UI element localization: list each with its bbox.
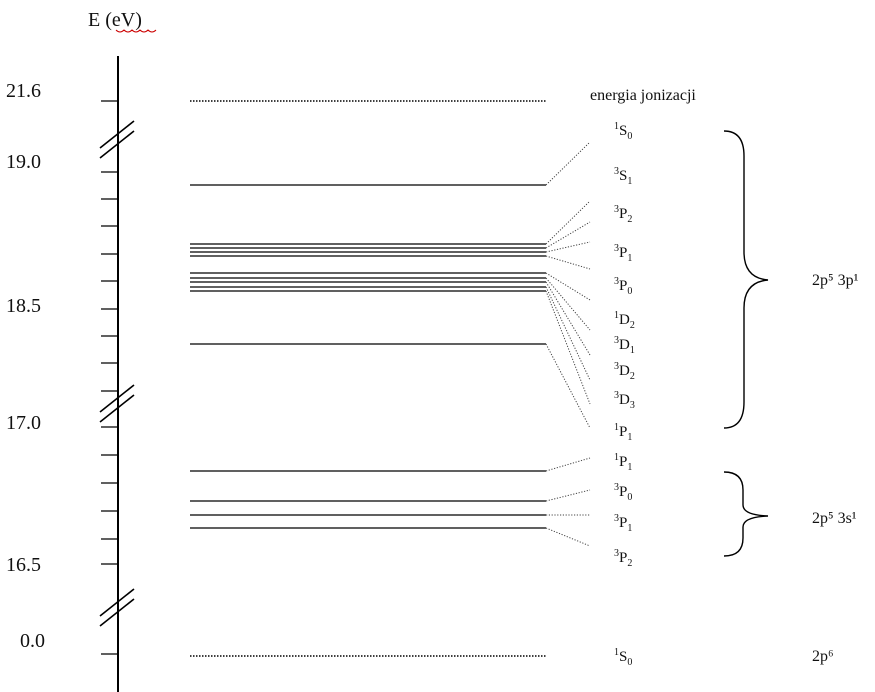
tick-labels: 21.6 19.0 18.5 17.0 16.5 0.0 <box>6 80 45 652</box>
term-label-3s: 1P1 <box>614 452 632 473</box>
energy-levels <box>190 184 546 529</box>
axis-title: E (eV) <box>88 9 142 31</box>
tick-label-19-0: 19.0 <box>6 151 41 173</box>
tick-label-21-6: 21.6 <box>6 80 41 102</box>
level-connector <box>545 343 591 429</box>
term-label-3p: 1P1 <box>614 422 632 443</box>
term-label-3s: 3P2 <box>614 548 632 569</box>
level-connector <box>545 286 591 381</box>
tick-label-16-5: 16.5 <box>6 554 41 576</box>
tick-label-0-0: 0.0 <box>20 630 45 652</box>
level-connector <box>545 527 591 547</box>
level-connectors <box>545 141 591 547</box>
config-label-ground: 2p⁶ <box>812 648 834 665</box>
axis-break-middle <box>99 384 135 423</box>
level-connector <box>545 281 591 356</box>
level-connector <box>545 489 591 502</box>
tick-label-17-0: 17.0 <box>6 412 41 434</box>
term-label-3p: 3P0 <box>614 276 632 297</box>
axis-break-lower <box>99 588 135 627</box>
term-label-3p: 3D3 <box>614 390 635 411</box>
level-connector <box>545 457 591 472</box>
term-label-3p: 3P1 <box>614 243 632 264</box>
term-label-3s: 3P1 <box>614 513 632 534</box>
term-labels: 1S0 3S1 3P2 3P1 3P0 1D2 3D1 3D2 3D3 1P1 1P1 3P0 3P1 3… <box>614 121 635 668</box>
axis-ticks <box>101 100 118 655</box>
term-label-3s: 3P0 <box>614 482 632 503</box>
ionization-label: energia jonizacji <box>590 87 696 104</box>
level-connector <box>545 241 591 253</box>
term-label-ground: 1S0 <box>614 647 632 668</box>
level-connector <box>545 141 591 186</box>
brace-3p <box>723 130 769 429</box>
tick-label-18-5: 18.5 <box>6 295 41 317</box>
term-label-3p: 3S1 <box>614 166 632 187</box>
spellcheck-underline <box>115 29 157 33</box>
level-connector <box>545 272 591 301</box>
term-label-3p: 3D1 <box>614 335 635 356</box>
term-label-3p: 3P2 <box>614 204 632 225</box>
term-label-3p: 3D2 <box>614 361 635 382</box>
config-label-3p: 2p⁵ 3p¹ <box>812 272 859 289</box>
level-connector <box>545 200 591 245</box>
level-connector <box>545 290 591 405</box>
term-label-3p: 1D2 <box>614 310 635 331</box>
brace-3s <box>723 471 769 557</box>
level-connector <box>545 221 591 249</box>
level-connector <box>545 255 591 270</box>
axis-break-upper <box>99 120 135 159</box>
level-connector <box>545 277 591 331</box>
term-label-3p: 1S0 <box>614 121 632 142</box>
config-label-3s: 2p⁵ 3s¹ <box>812 510 857 527</box>
